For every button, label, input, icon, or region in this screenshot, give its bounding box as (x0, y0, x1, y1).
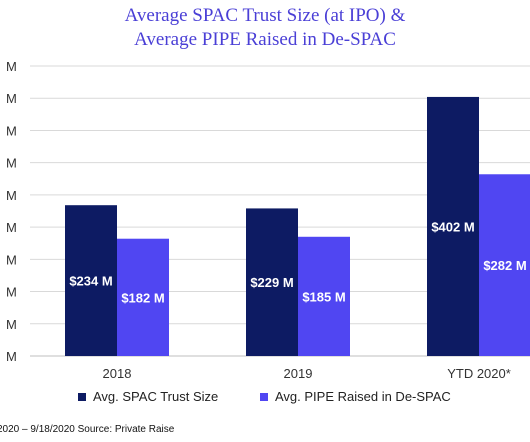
chart-title: Average SPAC Trust Size (at IPO) & Avera… (0, 4, 530, 52)
bar (479, 174, 530, 356)
data-label: $182 M (121, 290, 164, 305)
legend-item-pipe-raised: Avg. PIPE Raised in De-SPAC (260, 389, 451, 404)
y-tick-label: M (6, 188, 17, 203)
legend-label-spac-trust: Avg. SPAC Trust Size (93, 389, 219, 404)
legend-swatch-spac-trust (78, 392, 86, 401)
x-tick-label: 2019 (284, 366, 313, 381)
y-tick-label: M (6, 317, 17, 332)
x-tick-label: 2018 (103, 366, 132, 381)
bar (65, 205, 117, 356)
y-tick-label: M (6, 59, 17, 74)
legend-item-spac-trust: Avg. SPAC Trust Size (78, 389, 218, 404)
data-label: $229 M (250, 275, 293, 290)
bar (246, 208, 298, 356)
y-tick-label: M (6, 285, 17, 300)
y-tick-label: M (6, 91, 17, 106)
bar (298, 236, 350, 356)
y-tick-label: M (6, 156, 17, 171)
chart-legend: Avg. SPAC Trust Size Avg. PIPE Raised in… (70, 389, 530, 409)
footer-note: 2020 – 9/18/2020 Source: Private Raise (0, 424, 175, 435)
data-label: $402 M (431, 219, 474, 234)
chart-title-line-2: Average PIPE Raised in De-SPAC (134, 29, 396, 50)
legend-label-pipe-raised: Avg. PIPE Raised in De-SPAC (275, 389, 451, 404)
bar (117, 238, 169, 356)
data-label: $234 M (69, 274, 112, 289)
data-label: $282 M (483, 258, 526, 273)
y-tick-label: M (6, 252, 17, 267)
chart-title-line-1: Average SPAC Trust Size (at IPO) & (124, 5, 406, 26)
legend-swatch-pipe-raised (260, 392, 268, 401)
x-tick-label: YTD 2020* (447, 366, 511, 381)
bar (427, 96, 479, 356)
y-tick-label: M (6, 123, 17, 138)
data-label: $185 M (302, 289, 345, 304)
y-tick-label: M (6, 220, 17, 235)
y-tick-label: M (6, 349, 17, 364)
